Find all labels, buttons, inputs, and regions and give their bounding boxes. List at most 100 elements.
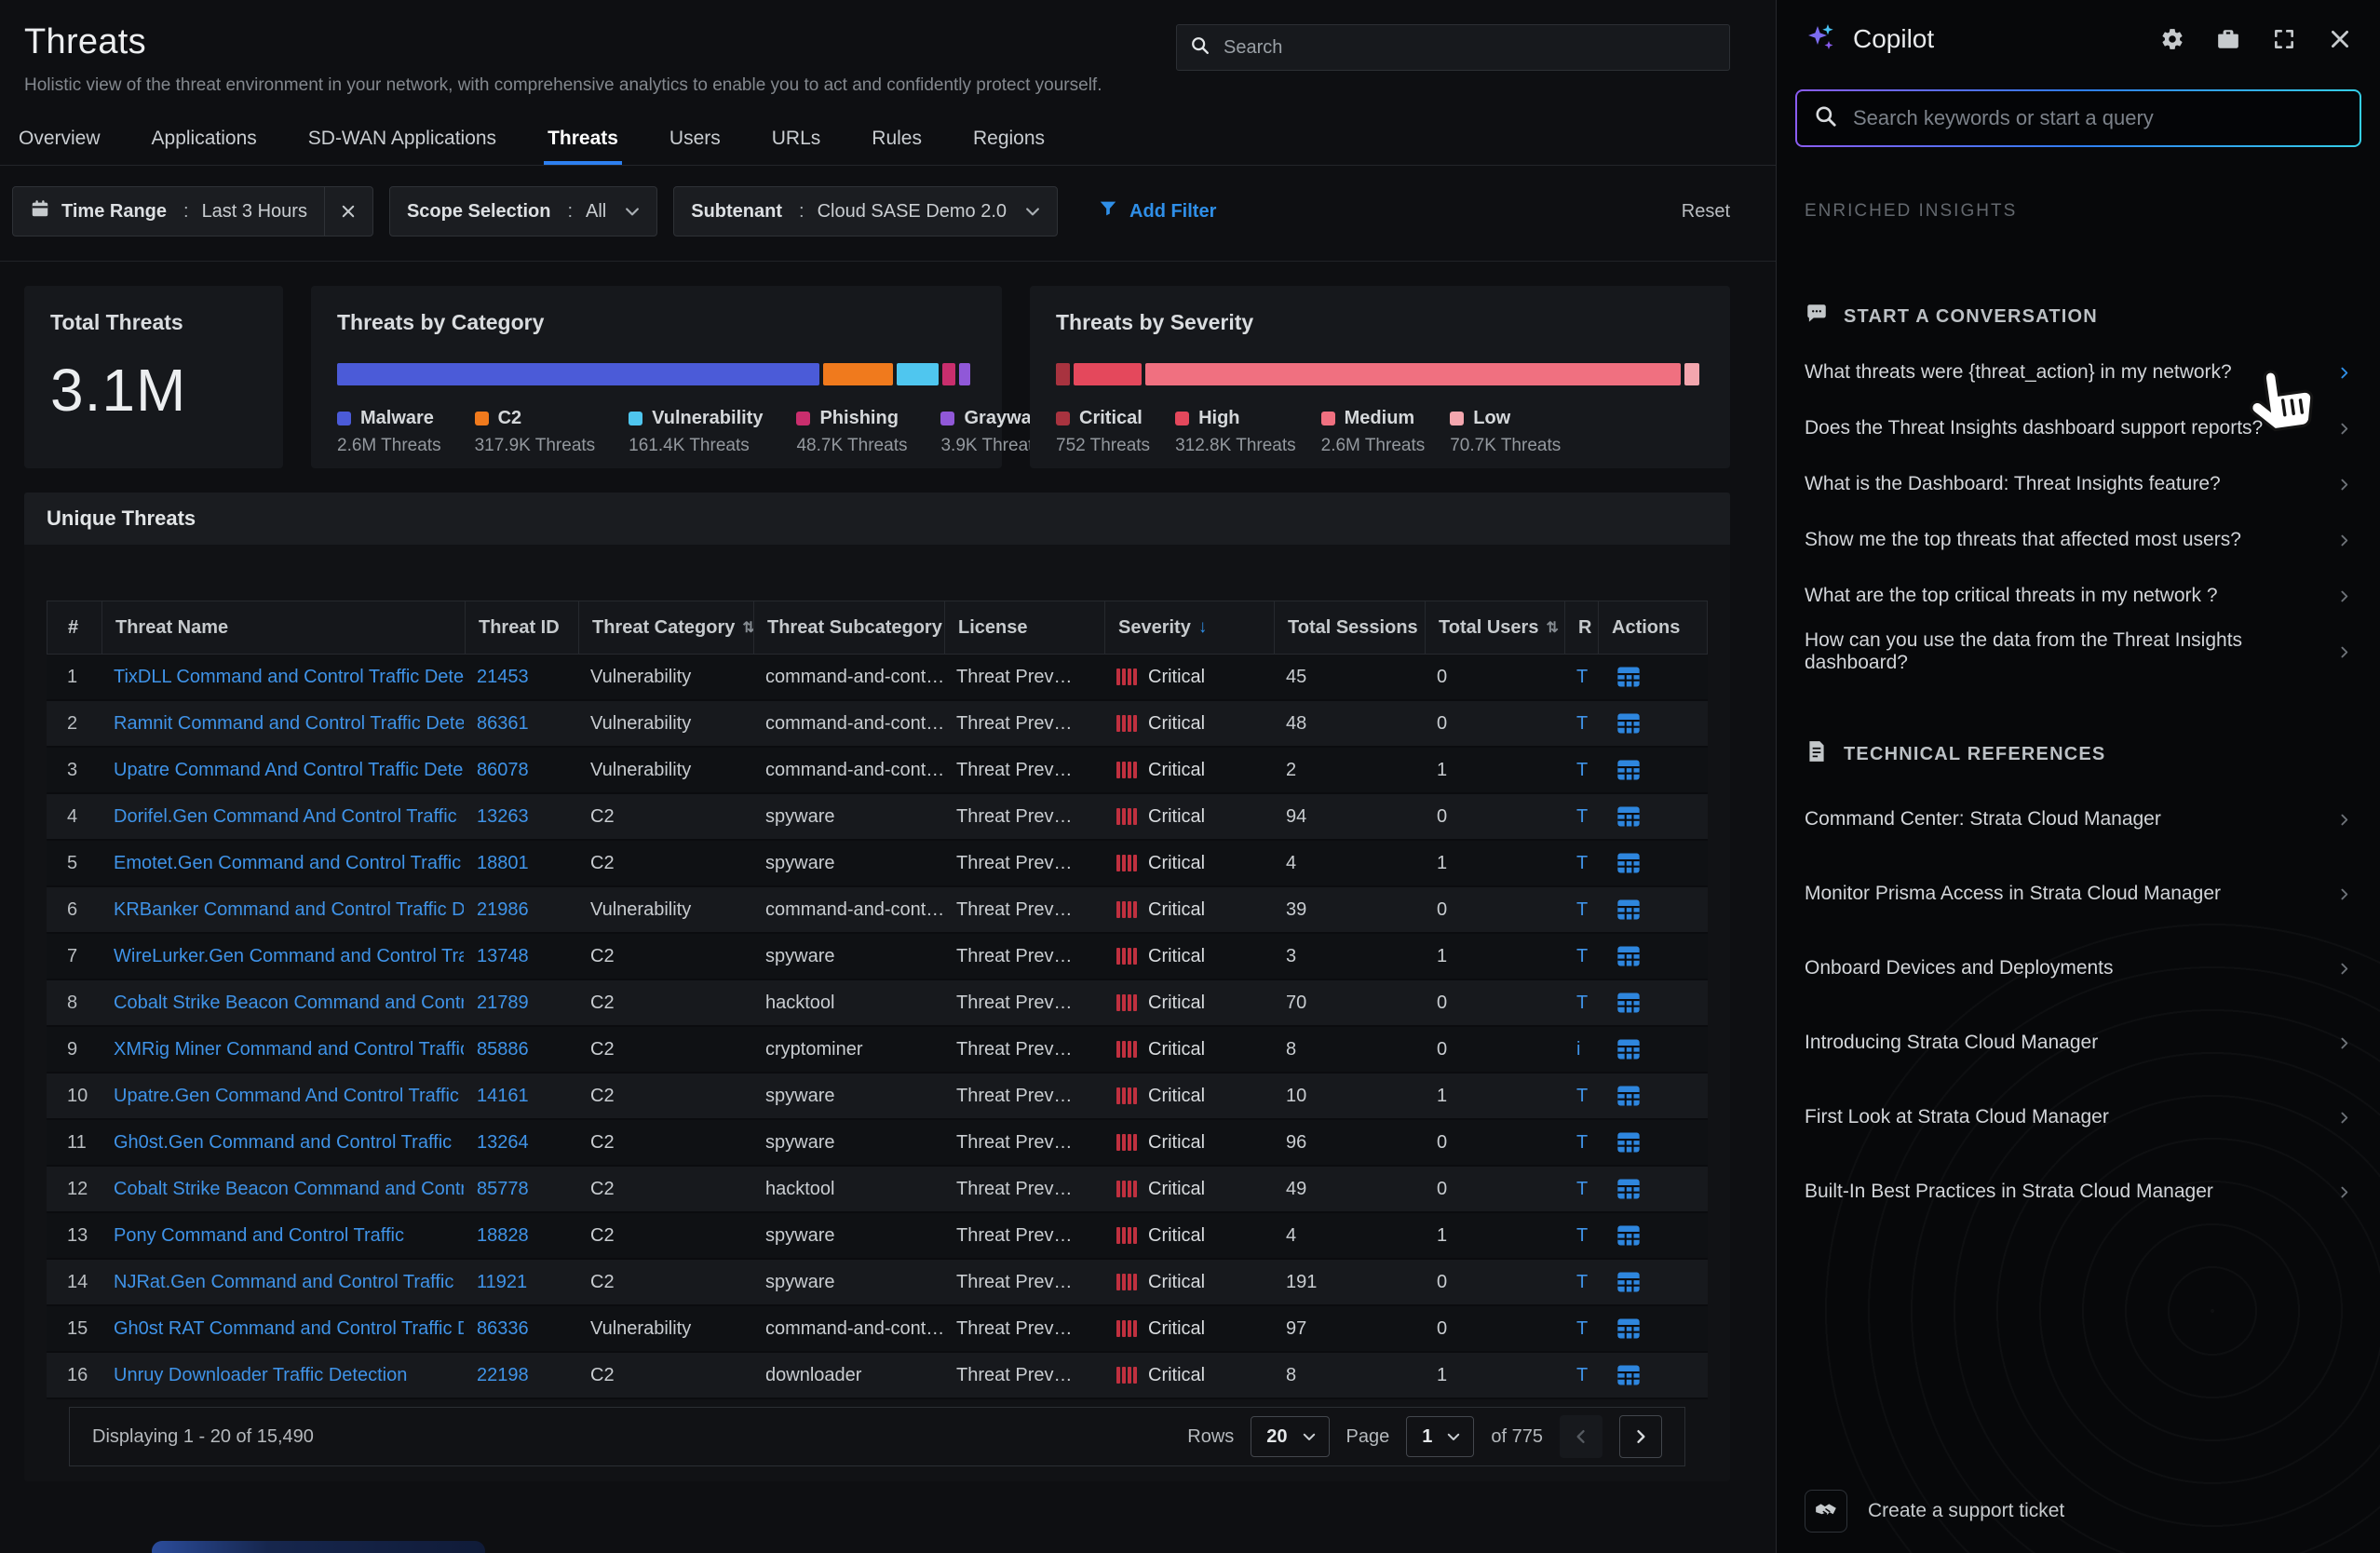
conversation-item[interactable]: What is the Dashboard: Threat Insights f…: [1805, 456, 2352, 512]
copilot-search[interactable]: [1795, 89, 2361, 147]
actions-table-icon[interactable]: [1597, 804, 1708, 830]
recommended-col[interactable]: T: [1576, 1364, 1589, 1385]
threat-name-link[interactable]: Cobalt Strike Beacon Command and Contrc: [114, 992, 464, 1013]
tab-applications[interactable]: Applications: [151, 128, 257, 149]
reset-button[interactable]: Reset: [1681, 200, 1730, 222]
close-icon[interactable]: [2328, 27, 2352, 51]
recommended-col[interactable]: T: [1576, 1178, 1589, 1199]
gear-icon[interactable]: [2160, 27, 2184, 51]
recommended-col[interactable]: T: [1576, 1317, 1589, 1339]
threat-name-link[interactable]: Pony Command and Control Traffic: [114, 1224, 405, 1246]
threat-name-link[interactable]: KRBanker Command and Control Traffic De: [114, 898, 464, 920]
actions-table-icon[interactable]: [1597, 1269, 1708, 1295]
remove-filter-icon[interactable]: [323, 187, 372, 236]
threat-name-link[interactable]: TixDLL Command and Control Traffic Detec: [114, 666, 464, 687]
threat-id-link[interactable]: 18828: [477, 1224, 529, 1246]
threat-name-link[interactable]: WireLurker.Gen Command and Control Trat: [114, 945, 464, 966]
recommended-col[interactable]: T: [1576, 898, 1589, 920]
actions-table-icon[interactable]: [1597, 1222, 1708, 1249]
reference-item[interactable]: Introducing Strata Cloud Manager: [1805, 1006, 2352, 1080]
threat-id-link[interactable]: 13264: [477, 1131, 529, 1153]
threat-name-link[interactable]: Ramnit Command and Control Traffic Detec: [114, 712, 464, 734]
conversation-item[interactable]: What threats were {threat_action} in my …: [1805, 344, 2352, 400]
threat-id-link[interactable]: 85778: [477, 1178, 529, 1199]
tab-threats[interactable]: Threats: [544, 120, 622, 165]
create-support-ticket-button[interactable]: Create a support ticket: [1805, 1490, 2064, 1533]
filter-chip-subtenant[interactable]: Subtenant : Cloud SASE Demo 2.0: [673, 186, 1059, 236]
threat-name-link[interactable]: Gh0st RAT Command and Control Traffic D: [114, 1317, 464, 1339]
actions-table-icon[interactable]: [1597, 757, 1708, 783]
threat-name-link[interactable]: XMRig Miner Command and Control Traffic: [114, 1038, 464, 1060]
reference-item[interactable]: First Look at Strata Cloud Manager: [1805, 1080, 2352, 1155]
actions-table-icon[interactable]: [1597, 1129, 1708, 1155]
column-header-total-users[interactable]: Total Users ⇅: [1425, 601, 1564, 654]
tab-sd-wan-applications[interactable]: SD-WAN Applications: [307, 128, 497, 149]
threat-id-link[interactable]: 18801: [477, 852, 529, 873]
recommended-col[interactable]: T: [1576, 1271, 1589, 1292]
tab-regions[interactable]: Regions: [972, 128, 1046, 149]
actions-table-icon[interactable]: [1597, 1176, 1708, 1202]
recommended-col[interactable]: T: [1576, 666, 1589, 687]
threat-name-link[interactable]: Emotet.Gen Command and Control Traffic: [114, 852, 462, 873]
threat-id-link[interactable]: 11921: [477, 1271, 528, 1292]
actions-table-icon[interactable]: [1597, 664, 1708, 690]
conversation-item[interactable]: Show me the top threats that affected mo…: [1805, 512, 2352, 568]
actions-table-icon[interactable]: [1597, 897, 1708, 923]
recommended-col[interactable]: T: [1576, 712, 1589, 734]
threat-id-link[interactable]: 85886: [477, 1038, 529, 1060]
filter-chip-time-range[interactable]: Time Range : Last 3 Hours: [12, 186, 373, 236]
copilot-search-input[interactable]: [1851, 105, 2343, 131]
column-header-threat-subcategory[interactable]: Threat Subcategory⇅: [753, 601, 944, 654]
recommended-col[interactable]: T: [1576, 1085, 1589, 1106]
previous-page-button[interactable]: [1560, 1415, 1602, 1458]
recommended-col[interactable]: T: [1576, 805, 1589, 827]
filter-chip-scope[interactable]: Scope Selection : All: [388, 186, 658, 236]
expand-icon[interactable]: [2272, 27, 2296, 51]
column-header-threat-category[interactable]: Threat Category ⇅: [578, 601, 753, 654]
threat-name-link[interactable]: Upatre Command And Control Traffic Dete: [114, 759, 464, 780]
actions-table-icon[interactable]: [1597, 1083, 1708, 1109]
global-search[interactable]: [1176, 24, 1730, 71]
threat-id-link[interactable]: 86361: [477, 712, 529, 734]
threat-id-link[interactable]: 21986: [477, 898, 529, 920]
threat-name-link[interactable]: Cobalt Strike Beacon Command and Contrc: [114, 1178, 464, 1199]
threat-id-link[interactable]: 86078: [477, 759, 529, 780]
tab-rules[interactable]: Rules: [872, 128, 922, 149]
recommended-col[interactable]: T: [1576, 1224, 1589, 1246]
threat-name-link[interactable]: Upatre.Gen Command And Control Traffic: [114, 1085, 459, 1106]
actions-table-icon[interactable]: [1597, 943, 1708, 969]
tab-urls[interactable]: URLs: [771, 128, 821, 149]
actions-table-icon[interactable]: [1597, 1316, 1708, 1342]
next-page-button[interactable]: [1619, 1415, 1662, 1458]
threat-name-link[interactable]: Unruy Downloader Traffic Detection: [114, 1364, 408, 1385]
actions-table-icon[interactable]: [1597, 1036, 1708, 1062]
reference-item[interactable]: Built-In Best Practices in Strata Cloud …: [1805, 1155, 2352, 1229]
threat-id-link[interactable]: 13263: [477, 805, 529, 827]
recommended-col[interactable]: T: [1576, 759, 1589, 780]
reference-item[interactable]: Command Center: Strata Cloud Manager: [1805, 782, 2352, 857]
search-input[interactable]: [1222, 35, 1716, 60]
actions-table-icon[interactable]: [1597, 1362, 1708, 1388]
conversation-item[interactable]: What are the top critical threats in my …: [1805, 568, 2352, 624]
conversation-item[interactable]: Does the Threat Insights dashboard suppo…: [1805, 400, 2352, 456]
briefcase-icon[interactable]: [2216, 27, 2240, 51]
page-select[interactable]: 1: [1406, 1416, 1475, 1457]
rows-per-page-select[interactable]: 20: [1251, 1416, 1330, 1457]
add-filter-button[interactable]: Add Filter: [1098, 198, 1216, 224]
threat-name-link[interactable]: NJRat.Gen Command and Control Traffic: [114, 1271, 454, 1292]
filter-chip-time-range-body[interactable]: Time Range : Last 3 Hours: [13, 187, 324, 236]
filter-chip-scope-body[interactable]: Scope Selection : All: [390, 187, 623, 236]
threat-id-link[interactable]: 13748: [477, 945, 529, 966]
reference-item[interactable]: Onboard Devices and Deployments: [1805, 931, 2352, 1006]
threat-id-link[interactable]: 14161: [477, 1085, 529, 1106]
threat-id-link[interactable]: 22198: [477, 1364, 529, 1385]
column-header-total-sessions[interactable]: Total Sessions⇅: [1274, 601, 1425, 654]
threat-id-link[interactable]: 21789: [477, 992, 529, 1013]
tab-overview[interactable]: Overview: [19, 128, 101, 149]
recommended-col[interactable]: T: [1576, 992, 1589, 1013]
actions-table-icon[interactable]: [1597, 710, 1708, 736]
actions-table-icon[interactable]: [1597, 990, 1708, 1016]
threat-name-link[interactable]: Gh0st.Gen Command and Control Traffic: [114, 1131, 453, 1153]
recommended-col[interactable]: T: [1576, 945, 1589, 966]
actions-table-icon[interactable]: [1597, 850, 1708, 876]
